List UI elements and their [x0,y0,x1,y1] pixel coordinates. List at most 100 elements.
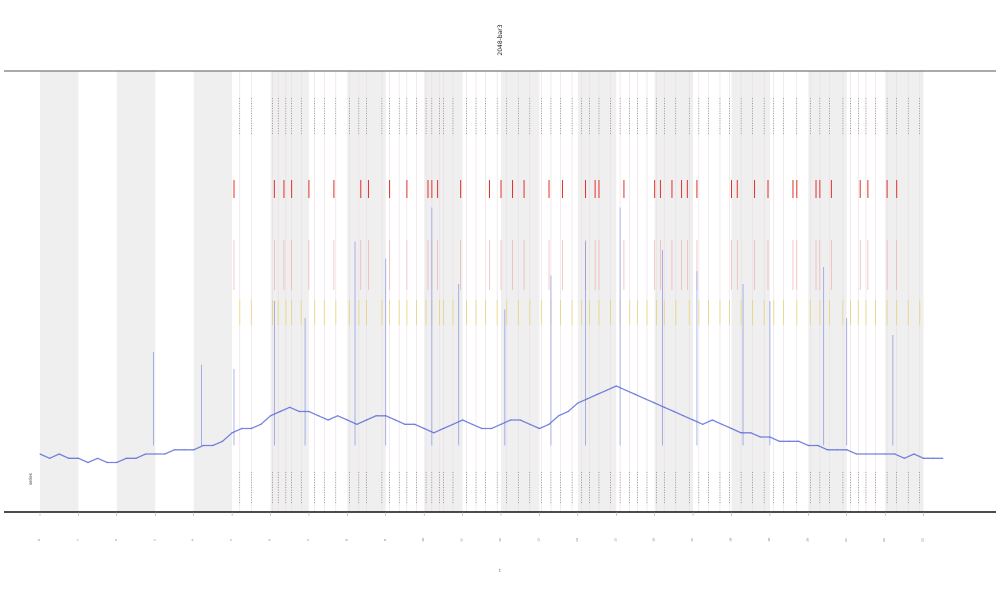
shaded-band-7 [577,71,617,512]
series-point-0-58 [596,393,598,396]
series-point-0-55 [567,410,569,413]
series-point-0-81 [817,444,819,447]
series-point-0-4 [77,457,80,459]
x-tick-label-13: 13 [536,538,540,542]
series-point-0-27 [298,410,300,413]
series-point-0-84 [846,449,848,451]
x-tick-label-10: 10 [421,538,425,542]
series-point-0-72 [730,427,733,430]
series-point-0-85 [855,453,857,455]
series-point-0-88 [884,453,886,455]
x-tick-label-0: 0 [37,539,41,541]
series-point-0-26 [289,406,291,408]
series-point-0-35 [375,415,377,417]
shaded-band-6 [501,71,540,512]
series-point-0-67 [682,415,685,417]
series-point-0-46 [481,427,483,430]
x-tick-label-5: 5 [229,539,233,541]
series-point-0-66 [673,410,675,413]
series-point-0-30 [327,419,329,421]
series-point-0-69 [702,423,704,425]
series-point-0-87 [874,453,877,455]
x-tick-label-18: 18 [729,538,733,542]
series-point-0-94 [942,457,944,459]
series-point-0-32 [346,419,348,421]
series-point-0-48 [500,423,502,425]
series-point-0-74 [750,432,752,434]
series-point-0-86 [865,453,867,455]
series-point-0-60 [615,385,617,387]
series-point-0-0 [39,453,41,455]
series-line-0 [39,385,943,464]
series-point-0-34 [365,419,368,421]
legend-label: series [28,473,33,485]
series-point-0-8 [116,461,118,464]
shaded-band-0 [40,71,79,512]
series-point-0-54 [558,415,560,417]
series-point-0-22 [250,427,252,430]
series-point-0-44 [461,419,464,421]
series-point-0-25 [279,410,281,413]
series-point-0-5 [87,461,89,464]
series-point-0-17 [202,444,204,447]
series-point-0-39 [413,423,416,425]
x-tick-label-12: 12 [498,538,502,542]
series-point-0-37 [394,419,396,421]
series-point-0-90 [903,457,905,459]
series-point-0-23 [260,423,262,425]
series-point-0-7 [106,461,108,464]
series-point-0-73 [740,432,742,434]
series-point-0-36 [385,415,387,417]
series-point-0-61 [625,389,627,391]
x-tick-label-15: 15 [613,538,617,542]
series-point-0-31 [337,415,339,417]
series-point-0-19 [221,440,224,442]
series-point-0-13 [164,453,166,455]
x-tick-label-19: 19 [767,538,771,542]
series-point-0-1 [49,457,51,459]
series-point-0-65 [663,406,665,408]
series-point-0-56 [577,402,579,404]
series-point-0-79 [798,440,800,442]
series-point-0-49 [510,419,512,421]
series-point-0-62 [634,393,637,396]
chart-title: 2048-bar3 [497,24,504,55]
shaded-band-9 [731,71,770,512]
series-point-0-71 [721,423,723,425]
x-tick-label-3: 3 [152,539,156,541]
series-point-0-33 [356,423,358,425]
series-point-0-53 [548,423,550,425]
series-point-0-57 [586,398,589,400]
series-point-0-75 [759,436,761,438]
series-point-0-76 [769,436,771,438]
series-point-0-41 [433,432,435,434]
shaded-band-10 [808,71,847,512]
series-point-0-64 [654,402,656,404]
series-point-0-91 [913,453,915,455]
series-point-0-93 [932,457,934,459]
series-point-0-21 [241,427,243,430]
shaded-band-1 [116,71,156,512]
series-point-0-9 [125,457,128,459]
x-tick-label-16: 16 [652,538,656,542]
series-point-0-45 [471,423,473,425]
series-point-0-3 [68,457,70,459]
x-tick-label-8: 8 [344,539,348,541]
series-point-0-29 [317,415,320,417]
x-tick-label-20: 20 [805,538,809,542]
x-tick-label-2: 2 [114,539,118,541]
x-tick-label-23: 23 [921,538,925,542]
series-point-0-92 [922,457,925,459]
series-point-0-12 [154,453,156,455]
series-point-0-82 [826,449,829,451]
series-point-0-70 [711,419,713,421]
x-tick-label-11: 11 [460,538,464,542]
series-point-0-40 [423,427,425,430]
series-point-0-2 [58,453,60,455]
shaded-band-3 [270,71,309,512]
shaded-bands [40,71,924,512]
x-tick-label-7: 7 [306,539,310,541]
series-point-0-77 [778,440,781,442]
series-point-0-47 [490,427,492,430]
